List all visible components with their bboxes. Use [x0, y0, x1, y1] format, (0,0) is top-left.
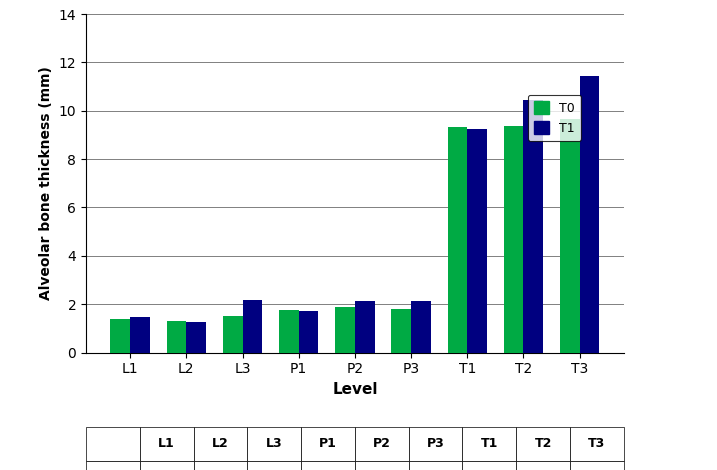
Bar [110, 319, 130, 352]
Y-axis label: Alveolar bone thickness (mm): Alveolar bone thickness (mm) [39, 66, 53, 300]
Bar [523, 100, 543, 352]
Bar [467, 129, 487, 352]
Bar [391, 309, 411, 352]
Bar [336, 307, 355, 352]
Bar [504, 126, 523, 352]
Bar [166, 321, 186, 352]
Bar [186, 322, 206, 352]
Bar [299, 311, 318, 352]
Bar [355, 301, 374, 352]
Bar [447, 127, 467, 352]
Bar [223, 316, 242, 352]
Bar [411, 301, 431, 352]
Legend: T0, T1: T0, T1 [528, 95, 581, 141]
Bar [242, 300, 262, 352]
Bar [279, 310, 299, 352]
Bar [579, 76, 599, 352]
Bar [560, 119, 579, 352]
Bar [130, 317, 150, 352]
X-axis label: Level: Level [332, 382, 378, 397]
